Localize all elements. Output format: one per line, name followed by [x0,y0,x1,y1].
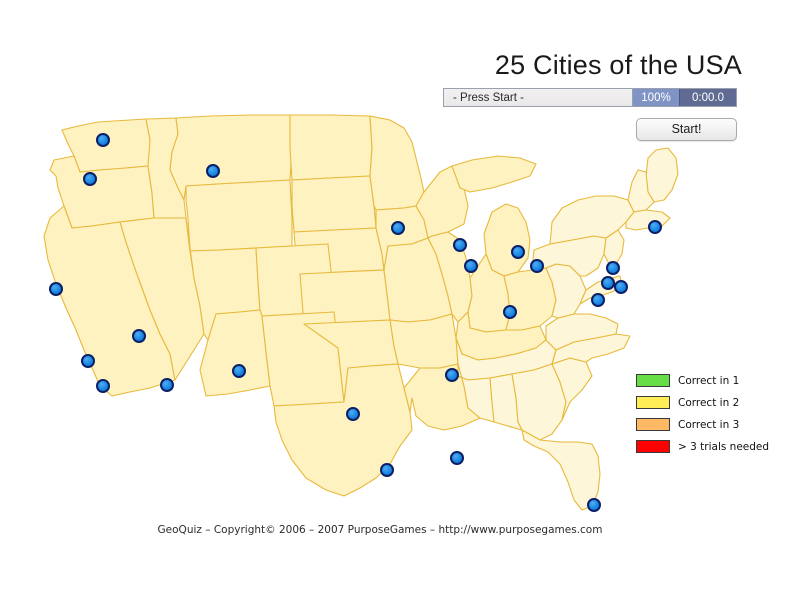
city-marker[interactable] [614,280,628,294]
city-marker[interactable] [132,329,146,343]
city-marker[interactable] [591,293,605,307]
city-marker[interactable] [49,282,63,296]
city-marker[interactable] [606,261,620,275]
city-marker[interactable] [503,305,517,319]
city-marker[interactable] [346,407,360,421]
city-marker[interactable] [391,221,405,235]
legend-swatch-orange [636,418,670,431]
footer-credits: GeoQuiz – Copyright© 2006 – 2007 Purpose… [157,524,603,536]
legend-label-correct-2: Correct in 2 [678,396,740,409]
city-marker[interactable] [160,378,174,392]
city-marker[interactable] [96,133,110,147]
status-timer: 0:00.0 [679,89,736,106]
city-marker[interactable] [450,451,464,465]
legend-row-correct-2: Correct in 2 [636,393,786,412]
city-marker[interactable] [380,463,394,477]
city-marker[interactable] [587,498,601,512]
city-marker[interactable] [511,245,525,259]
page-title: 25 Cities of the USA [494,50,742,80]
status-bar: - Press Start - 100% 0:00.0 [443,88,737,107]
city-marker[interactable] [96,379,110,393]
city-marker[interactable] [232,364,246,378]
city-marker[interactable] [83,172,97,186]
legend-row-more-than-3: > 3 trials needed [636,437,786,456]
city-marker[interactable] [445,368,459,382]
city-marker[interactable] [81,354,95,368]
city-marker[interactable] [453,238,467,252]
city-marker[interactable] [648,220,662,234]
usa-map-svg[interactable]: .st { stroke: #e8b93c; stroke-width: 1.1… [0,96,700,536]
city-marker[interactable] [464,259,478,273]
city-marker[interactable] [601,276,615,290]
legend-row-correct-3: Correct in 3 [636,415,786,434]
city-marker[interactable] [206,164,220,178]
status-message: - Press Start - [444,89,632,106]
legend-swatch-green [636,374,670,387]
usa-map-container[interactable]: .st { stroke: #e8b93c; stroke-width: 1.1… [0,96,700,536]
city-marker[interactable] [530,259,544,273]
legend-swatch-yellow [636,396,670,409]
status-percent: 100% [632,89,679,106]
legend-row-correct-1: Correct in 1 [636,371,786,390]
legend-swatch-red [636,440,670,453]
legend-label-more-than-3: > 3 trials needed [678,440,770,453]
legend-label-correct-3: Correct in 3 [678,418,740,431]
legend-label-correct-1: Correct in 1 [678,374,740,387]
legend: Correct in 1 Correct in 2 Correct in 3 >… [636,371,786,459]
city-markers-layer[interactable] [0,96,700,536]
map-states-group [43,114,679,511]
start-button[interactable]: Start! [636,118,737,141]
